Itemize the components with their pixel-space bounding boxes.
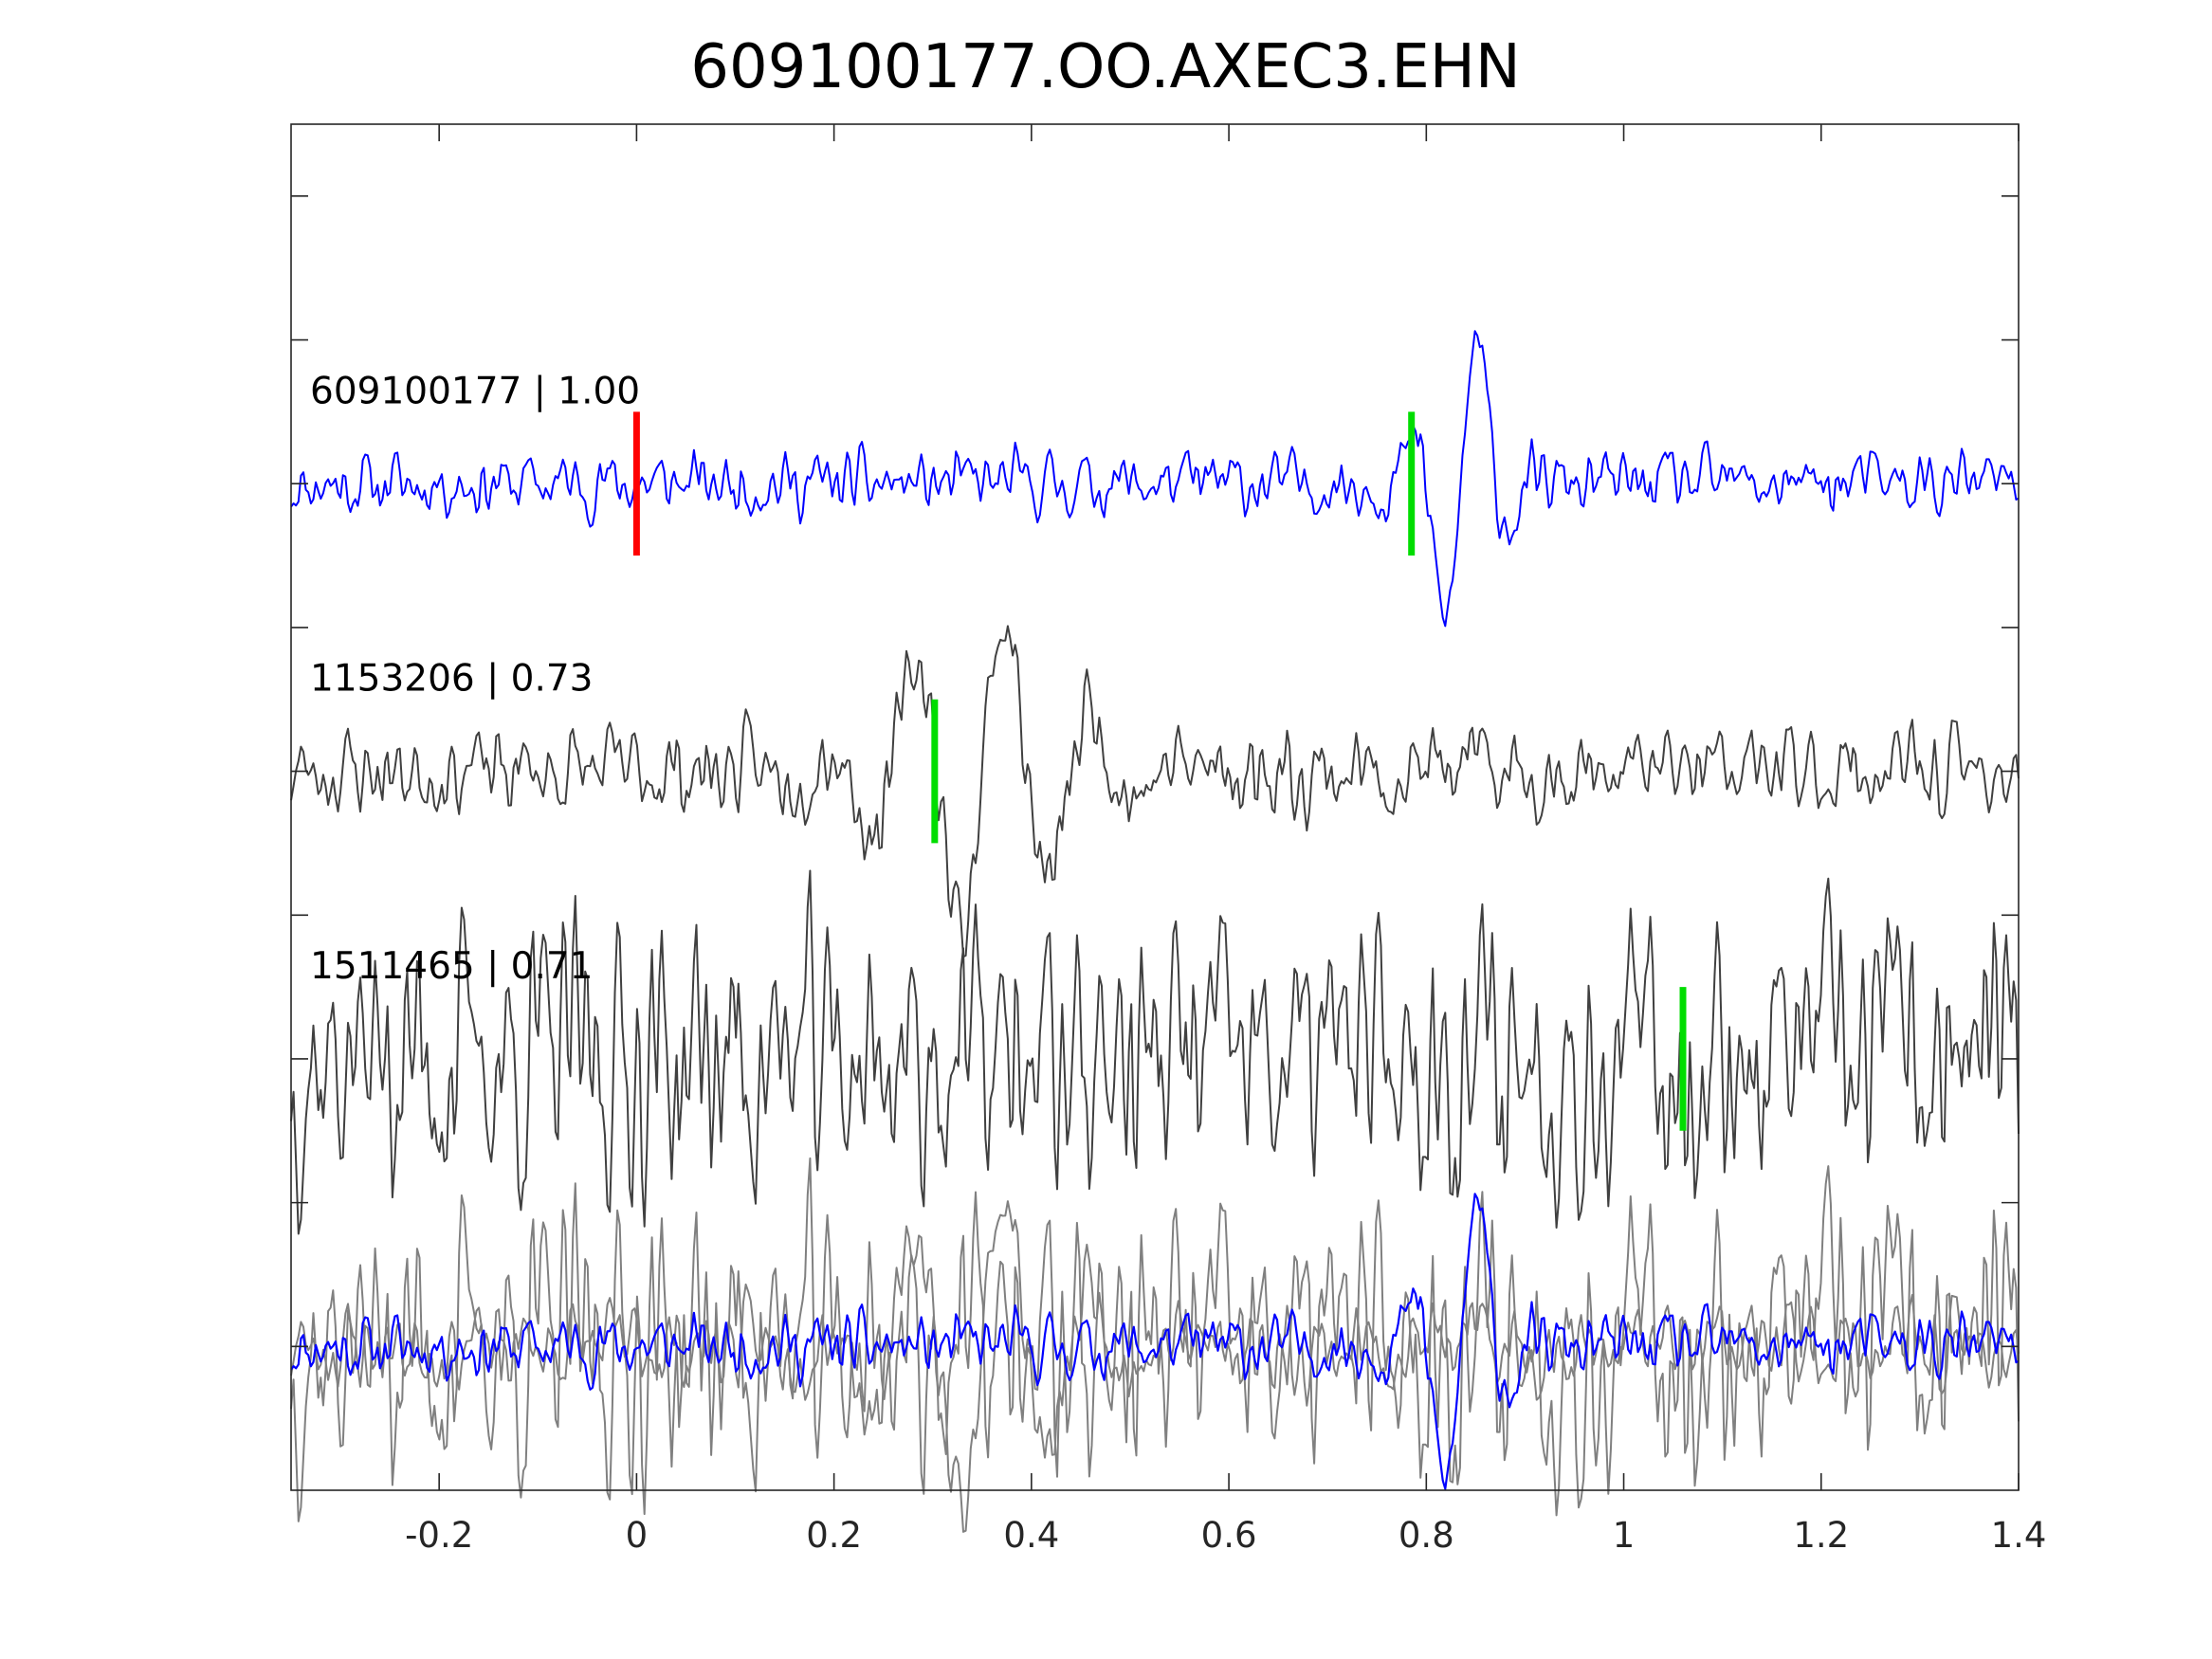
x-tick-label: 0.6 <box>1201 1515 1257 1556</box>
x-tick-label: 1.4 <box>1991 1515 2047 1556</box>
plot-area: 609100177 | 1.00 1153206 | 0.73 1511465 | … <box>290 330 2020 1533</box>
trace-label-2: 1153206 | 0.73 <box>310 658 593 701</box>
x-tick-label: 1.2 <box>1793 1515 1849 1556</box>
trace-label-3: 1511465 | 0.71 <box>310 945 593 988</box>
x-tick-label: -0.2 <box>405 1515 473 1556</box>
trace-panel-2 <box>290 625 2020 958</box>
axis-ticks: -0.2 0 0.2 0.4 0.6 0.8 1 1.2 1.4 <box>291 124 2046 1556</box>
axes-box <box>290 123 2020 1491</box>
overlay-trace-reference <box>290 1193 2020 1490</box>
x-tick-label: 0.8 <box>1398 1515 1454 1556</box>
trace-panel-1 <box>290 330 2020 628</box>
trace-panel-3 <box>290 869 2020 1235</box>
overlay-trace-2 <box>290 1157 2020 1522</box>
x-tick-label: 0.2 <box>806 1515 862 1556</box>
chart-title: 609100177.OO.AXEC3.EHN <box>690 32 1521 102</box>
overlay-trace-1 <box>290 1200 2020 1533</box>
x-tick-label: 0 <box>626 1515 649 1556</box>
x-tick-label: 1 <box>1613 1515 1636 1556</box>
trace-label-1: 609100177 | 1.00 <box>310 370 640 412</box>
x-tick-label: 0.4 <box>1003 1515 1059 1556</box>
